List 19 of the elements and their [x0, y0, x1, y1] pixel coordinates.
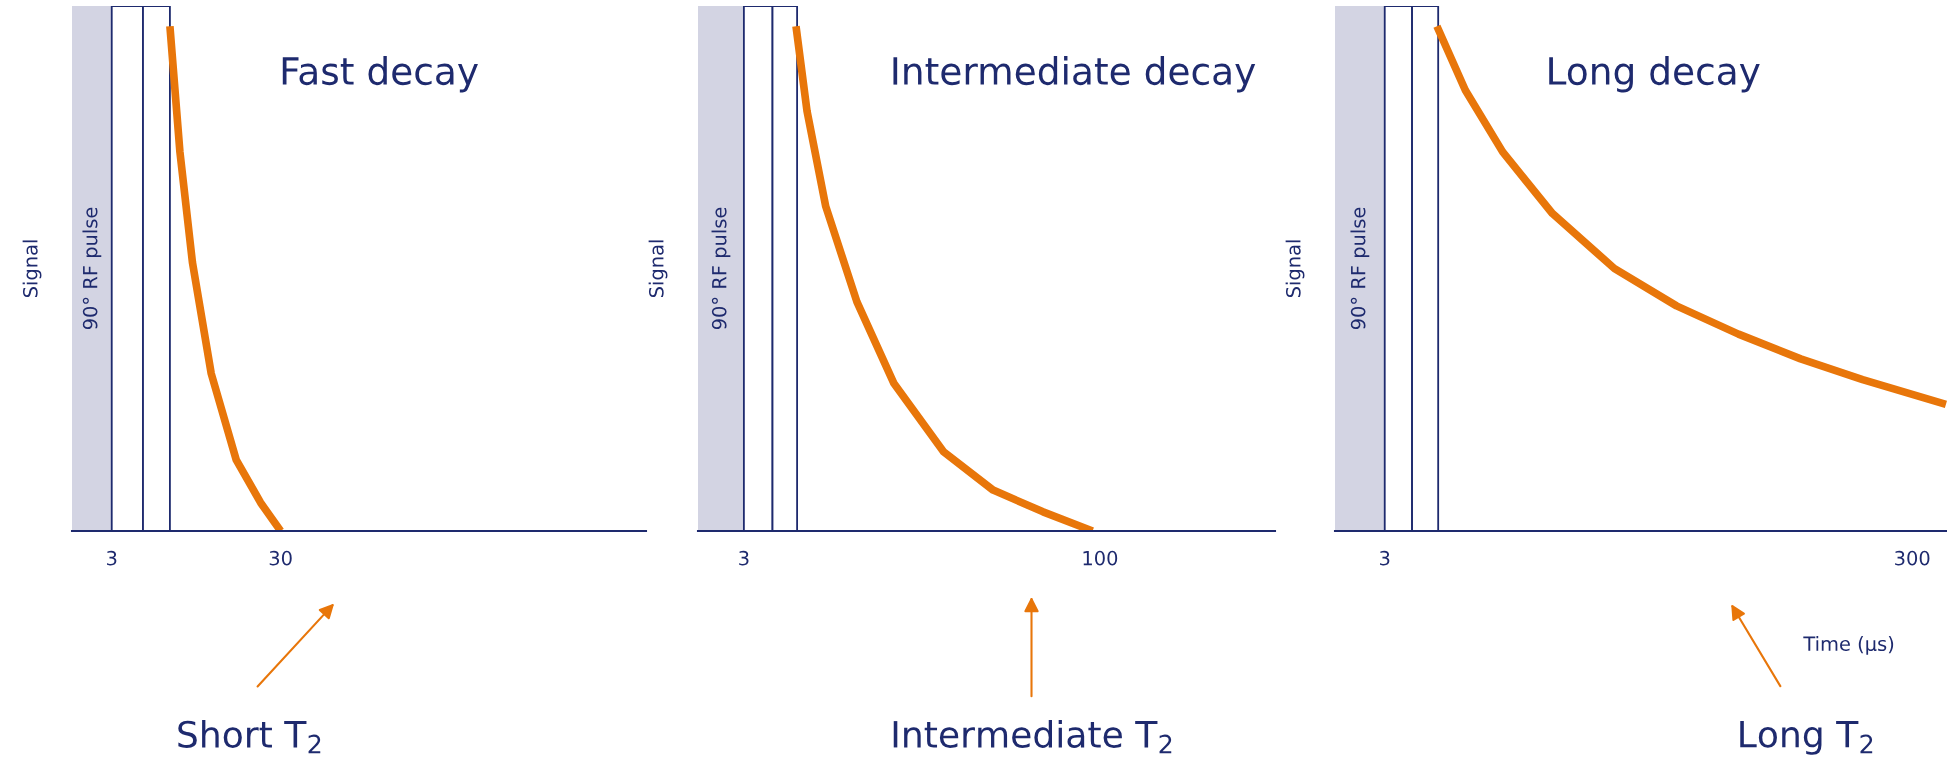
band-label: 90° RF pulse	[1350, 207, 1370, 330]
y-axis-title: Signal	[22, 240, 42, 298]
x-tick-label: 100	[1083, 550, 1118, 566]
x-axis-title: Time (µs)	[1803, 636, 1894, 655]
band-label: 90° RF pulse	[82, 207, 102, 330]
text: Short T$_{2}$	[178, 719, 321, 754]
y-axis-title: Signal	[1285, 240, 1305, 298]
x-tick-label: 30	[269, 550, 292, 566]
text: Long T$_{2}$	[1740, 721, 1873, 755]
y-axis-title: Signal	[648, 240, 668, 298]
x-tick-label: 3	[739, 550, 749, 566]
x-tick-label: 3	[107, 550, 117, 566]
x-tick-label: 3	[1380, 550, 1390, 566]
text: Fast decay	[282, 56, 478, 93]
band-label: 90° RF pulse	[711, 207, 731, 330]
text: Intermediate decay	[893, 56, 1256, 93]
text: Long decay	[1549, 56, 1760, 93]
text: Intermediate T$_{2}$	[893, 719, 1172, 754]
x-tick-label: 300	[1895, 550, 1930, 566]
